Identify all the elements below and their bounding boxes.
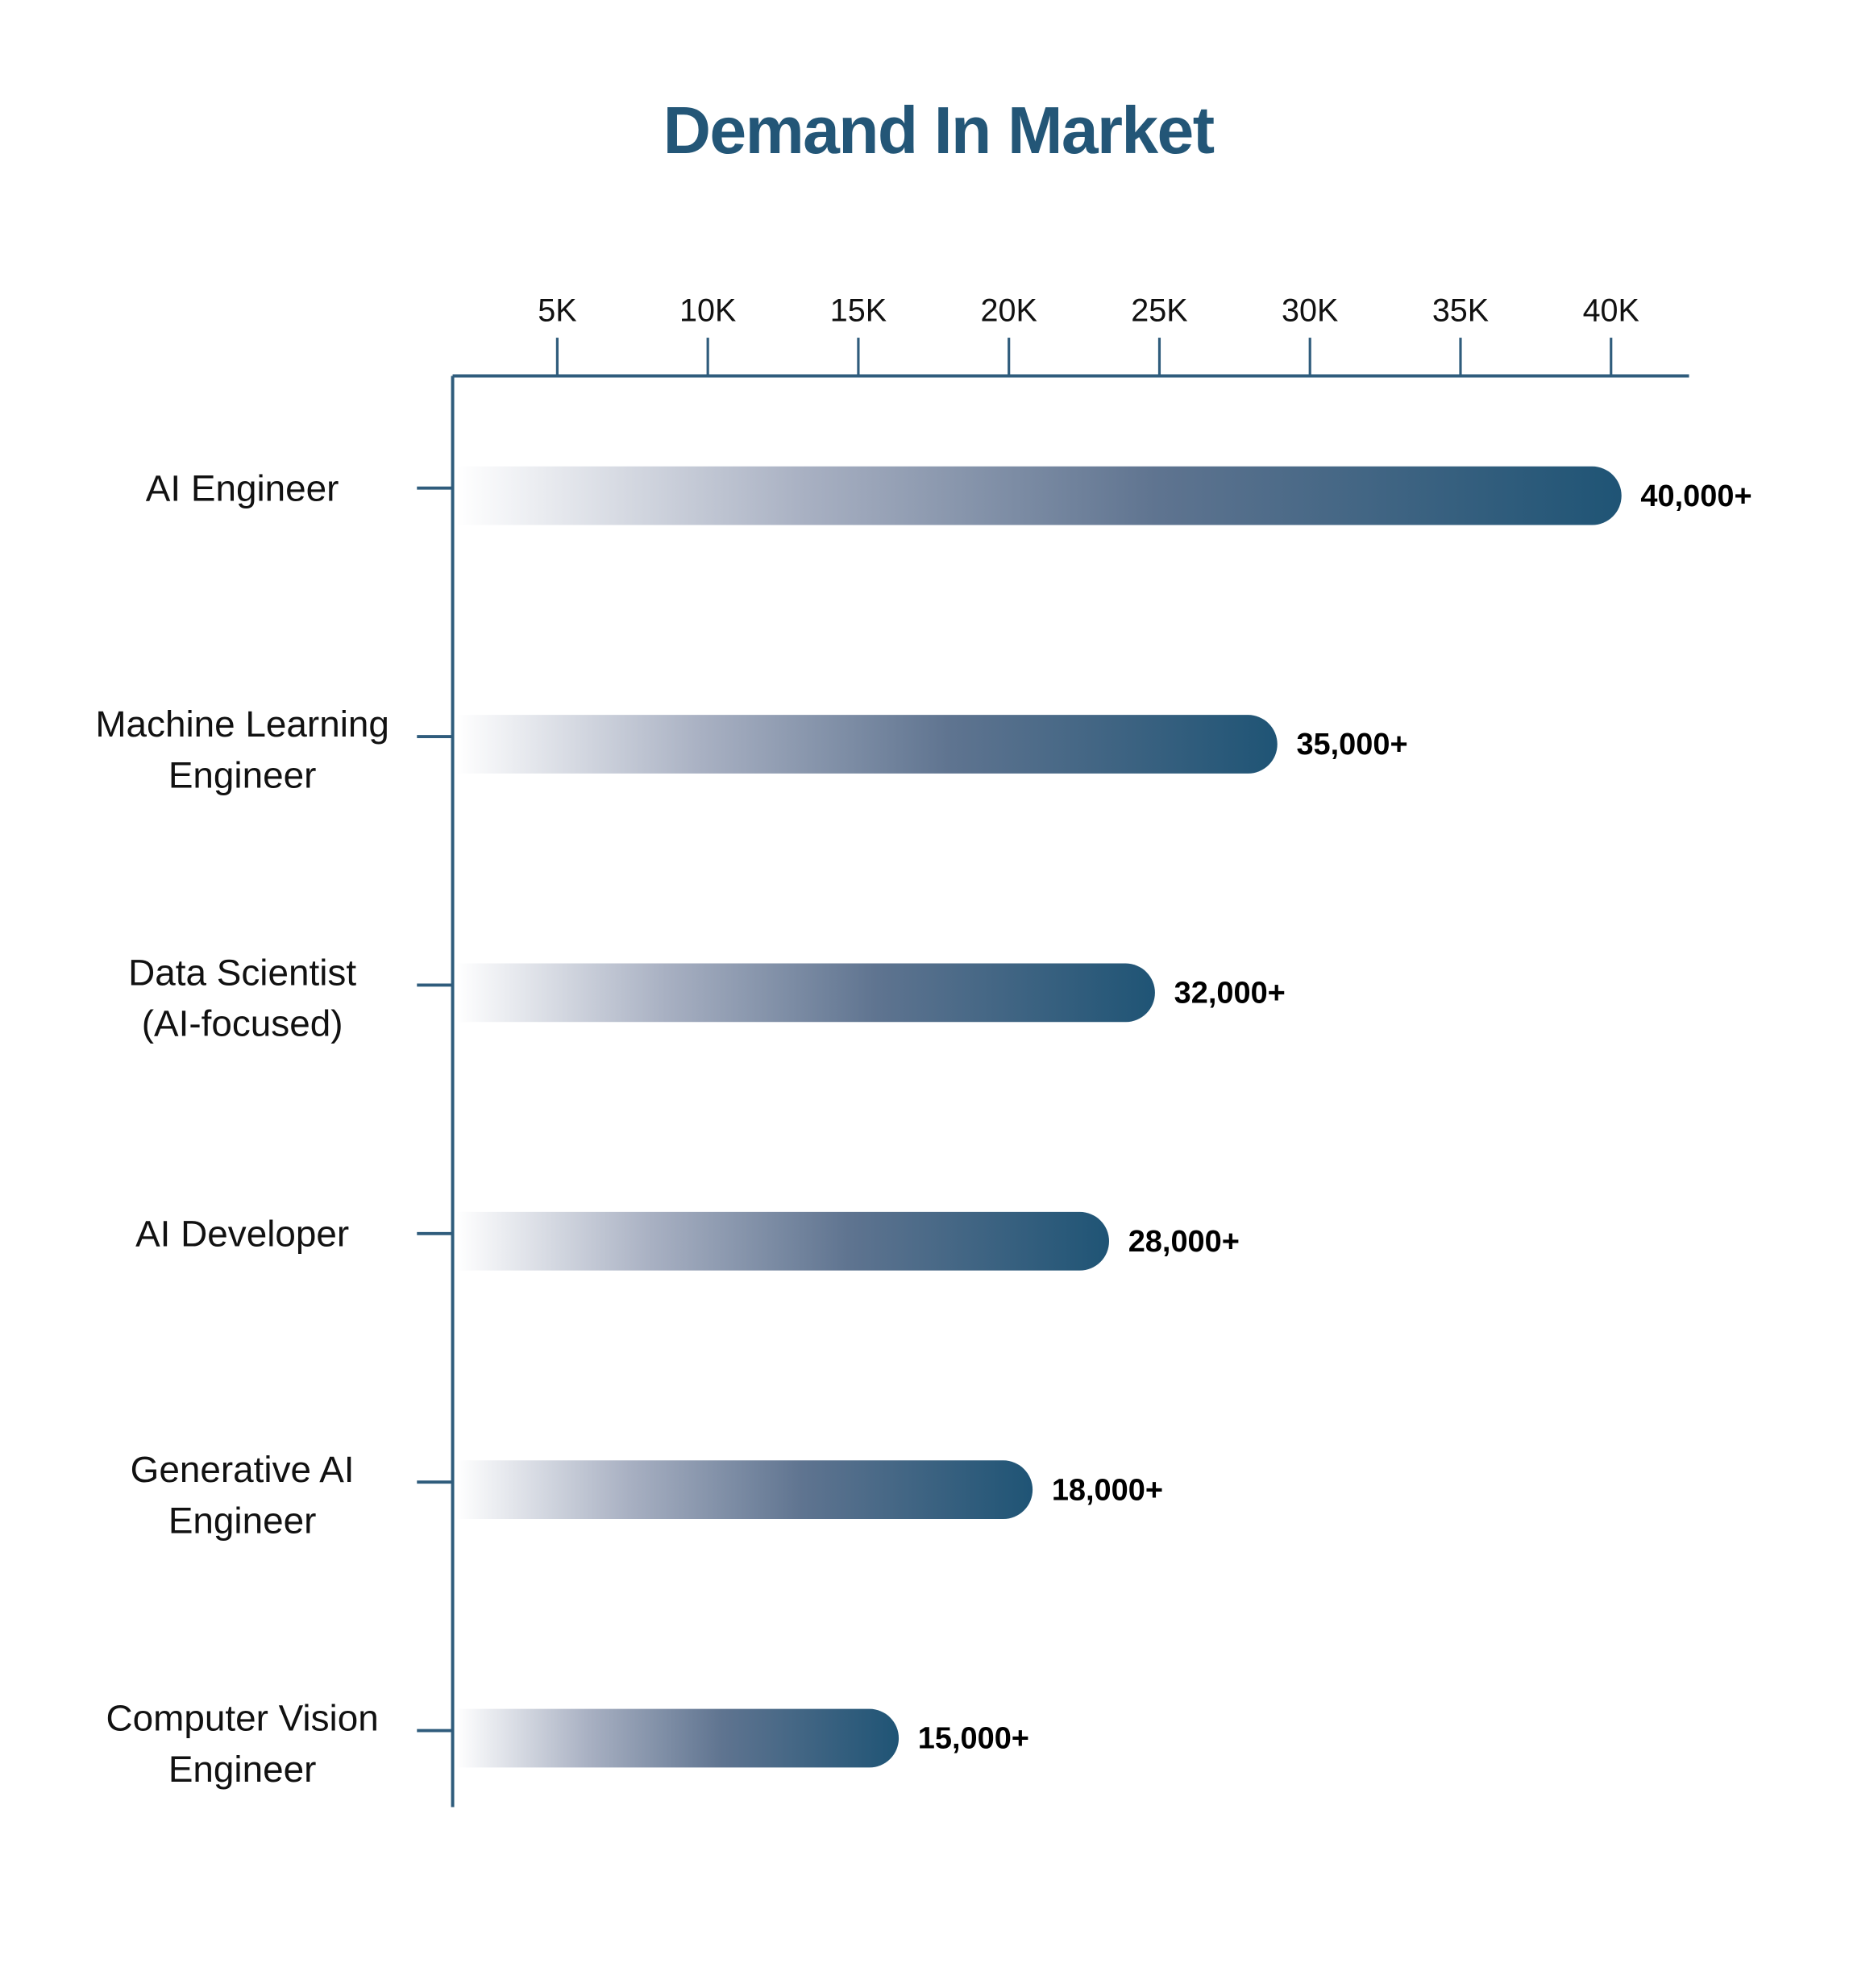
bar: [456, 1211, 1109, 1271]
category-label-line: Machine Learning: [95, 703, 389, 745]
category-label-line: Engineer: [168, 1748, 317, 1790]
category-label: AI Engineer: [146, 467, 339, 508]
x-tick-label: 30K: [1282, 293, 1338, 329]
data-label: 15,000+: [918, 1722, 1029, 1756]
bar: [456, 963, 1155, 1023]
category-label: Generative AI Engineer: [131, 1448, 355, 1541]
category-label-line: Computer Vision: [106, 1697, 379, 1739]
x-tick-label: 25K: [1131, 293, 1187, 329]
category-label: Computer Vision Engineer: [106, 1697, 379, 1790]
axes: 5K 10K 15K 20K 25K 30K 35K 40K AI Engineer Machin…: [95, 293, 1689, 1807]
category-label-line: Data Scientist: [128, 951, 356, 993]
category-label: Machine Learning Engineer: [95, 703, 389, 795]
category-label-line: (AI-focused): [142, 1002, 343, 1044]
category-label-line: AI Developer: [135, 1213, 349, 1255]
x-tick-label: 5K: [538, 293, 576, 329]
x-tick-label: 20K: [981, 293, 1037, 329]
x-tick-label: 35K: [1432, 293, 1489, 329]
category-label-line: AI Engineer: [146, 467, 339, 508]
bar: [456, 715, 1278, 774]
x-tick-label: 40K: [1583, 293, 1639, 329]
data-label: 35,000+: [1296, 728, 1407, 762]
data-label: 28,000+: [1128, 1225, 1240, 1259]
chart-title: Demand In Market: [663, 94, 1215, 168]
x-tick-label: 15K: [830, 293, 887, 329]
category-label: AI Developer: [135, 1213, 349, 1255]
data-label: 32,000+: [1174, 977, 1286, 1011]
data-label: 18,000+: [1052, 1473, 1163, 1507]
bar: [456, 466, 1622, 525]
category-label-line: Engineer: [168, 1499, 317, 1541]
category-label-line: Engineer: [168, 753, 317, 795]
category-label: Data Scientist (AI-focused): [128, 951, 356, 1044]
bar: [456, 1708, 900, 1768]
category-label-line: Generative AI: [131, 1448, 355, 1490]
bar: [456, 1460, 1033, 1520]
x-tick-label: 10K: [679, 293, 736, 329]
bars: 40,000+ 35,000+ 32,000+ 28,000+ 18,000+ 15,00…: [456, 466, 1752, 1768]
data-label: 40,000+: [1640, 479, 1751, 513]
